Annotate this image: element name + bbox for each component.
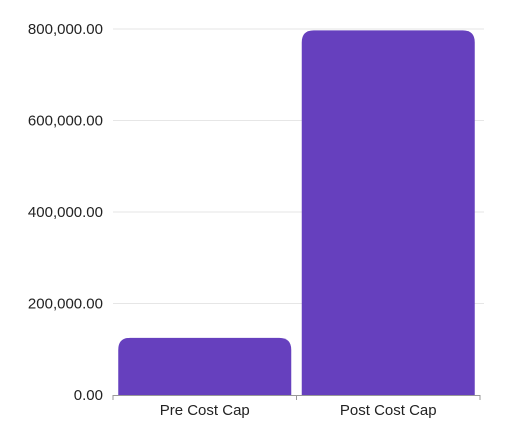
bar-post-cost-cap [301, 30, 475, 396]
y-axis-tick-labels: 0.00 200,000.00 400,000.00 600,000.00 800,00… [28, 21, 103, 404]
x-axis [112, 395, 481, 400]
y-tick-label: 200,000.00 [28, 296, 103, 313]
y-tick-label: 400,000.00 [28, 204, 103, 221]
y-tick-label: 0.00 [74, 387, 103, 404]
x-tick-label: Pre Cost Cap [160, 402, 250, 419]
y-tick-label: 800,000.00 [28, 21, 103, 38]
y-tick-label: 600,000.00 [28, 113, 103, 130]
bar-pre-cost-cap [118, 337, 292, 395]
x-axis-tick-labels: Pre Cost Cap Post Cost Cap [160, 402, 437, 419]
bars [118, 30, 475, 396]
x-tick-label: Post Cost Cap [340, 402, 437, 419]
